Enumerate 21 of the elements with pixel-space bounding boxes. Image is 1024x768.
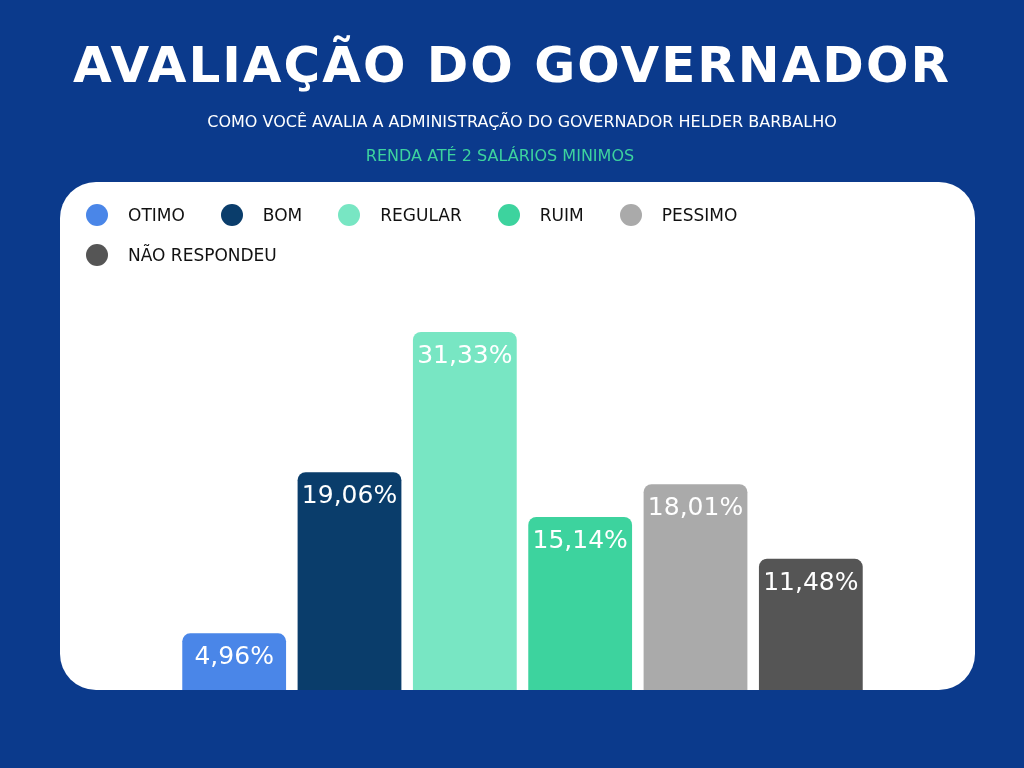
legend-label: PESSIMO [661, 205, 738, 225]
bar [412, 331, 517, 690]
data-label: 15,14% [532, 524, 628, 554]
data-label: 18,01% [647, 492, 744, 522]
bar [758, 558, 863, 690]
legend-label: BOM [262, 205, 303, 225]
legend-label: RUIM [539, 205, 584, 225]
chart-subtitle: COMO VOCÊ AVALIA A ADMINISTRAÇÃO DO GOVERNADOR HELDER BARBALHO [206, 112, 838, 131]
legend-label: OTIMO [128, 205, 185, 225]
chart-title: AVALIAÇÃO DO GOVERNADOR [72, 36, 952, 94]
data-label: 11,48% [763, 566, 859, 596]
legend-label: NÃO RESPONDEU [128, 245, 277, 265]
data-label: 19,06% [301, 480, 398, 510]
bar [643, 484, 748, 690]
data-label: 31,33% [417, 339, 513, 369]
text: RENDA ATÉ 2 SALÁRIOS MINIMOS [364, 146, 636, 165]
legend-label: REGULAR [380, 205, 462, 225]
bar [297, 472, 402, 690]
bar [528, 516, 633, 690]
data-label: 4,96% [194, 641, 274, 671]
bar [182, 633, 287, 690]
